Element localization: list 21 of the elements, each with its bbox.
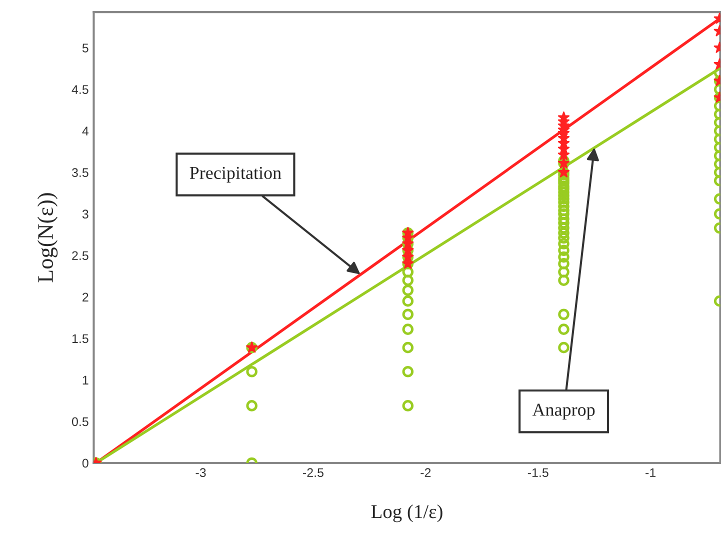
x-axis-title: Log (1/ε) bbox=[371, 504, 442, 522]
point bbox=[558, 111, 570, 123]
x-tick-label: -1 bbox=[646, 468, 656, 477]
x-tick-label: -3 bbox=[196, 468, 206, 478]
x-tick-label: -2.5 bbox=[303, 468, 324, 478]
y-axis-title: Log(N(ε)) bbox=[37, 193, 58, 282]
y-tick-label: 0 bbox=[82, 458, 88, 468]
x-tick-label: -2 bbox=[420, 468, 431, 477]
annotation: Precipitation bbox=[190, 166, 282, 183]
y-tick-label: 1 bbox=[82, 376, 88, 384]
x-tick-label: -1.5 bbox=[528, 468, 548, 478]
y-tick-label: 4 bbox=[82, 126, 89, 136]
y-tick-label: 2.5 bbox=[72, 251, 88, 260]
y-tick-label: 5 bbox=[82, 44, 88, 52]
y-tick-label: 2 bbox=[82, 292, 88, 302]
y-tick-label: 3 bbox=[82, 210, 88, 219]
y-tick-label: 0.5 bbox=[72, 417, 88, 426]
y-tick-label: 3.5 bbox=[72, 168, 88, 178]
annotation: Anaprop bbox=[532, 404, 595, 420]
y-tick-label: 4.5 bbox=[72, 85, 88, 94]
y-tick-label: 1.5 bbox=[72, 334, 88, 344]
